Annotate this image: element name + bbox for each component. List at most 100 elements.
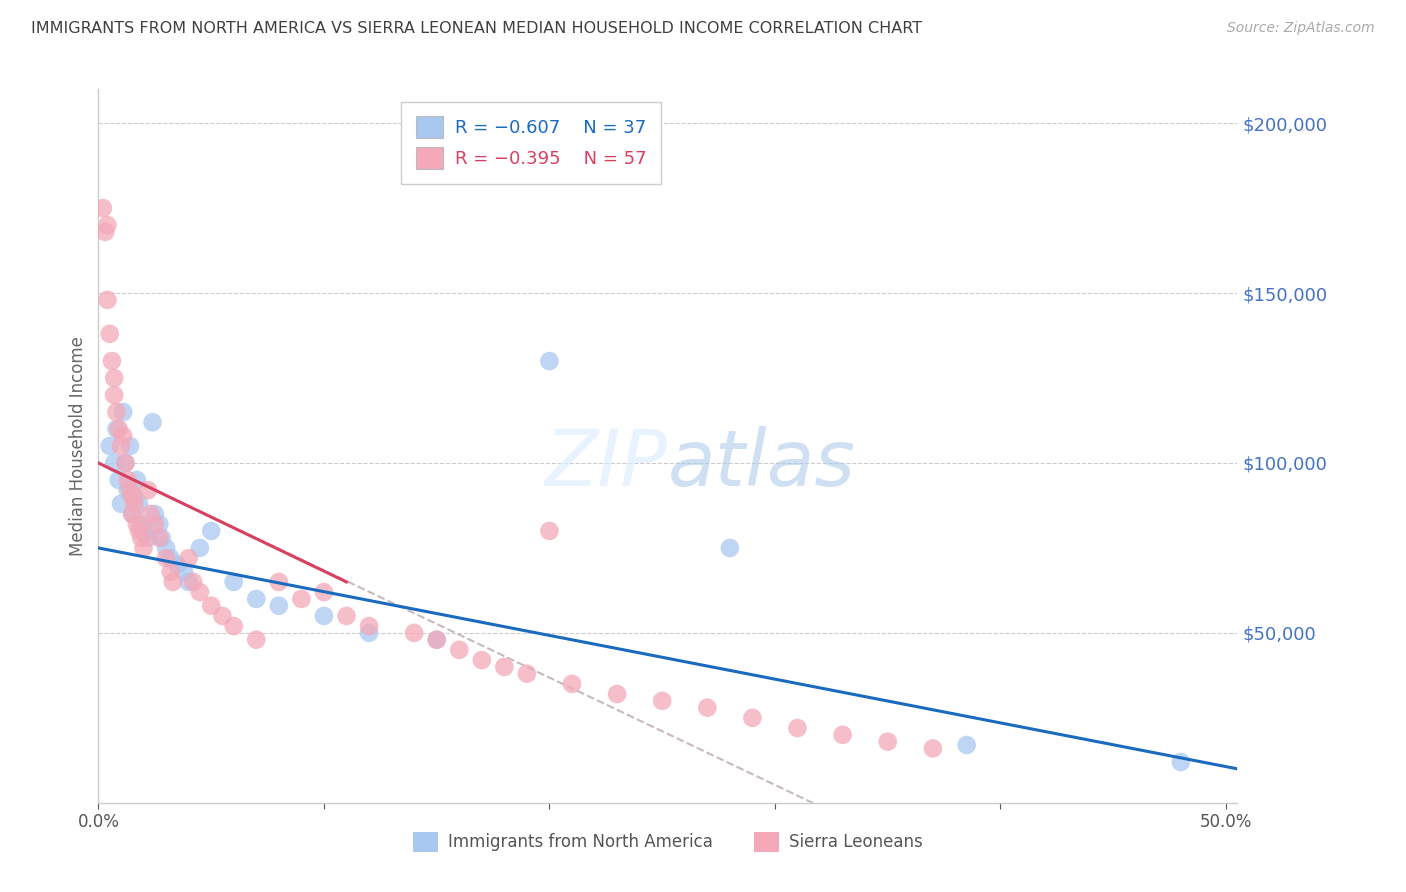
Point xyxy=(786,721,808,735)
Point xyxy=(121,490,143,504)
Point xyxy=(245,591,267,606)
Text: Source: ZipAtlas.com: Source: ZipAtlas.com xyxy=(1227,21,1375,36)
Point xyxy=(91,201,114,215)
Point xyxy=(128,497,150,511)
Point xyxy=(494,660,516,674)
Point xyxy=(96,293,118,307)
Point xyxy=(155,541,177,555)
Point xyxy=(290,591,312,606)
Y-axis label: Median Household Income: Median Household Income xyxy=(69,336,87,556)
Text: atlas: atlas xyxy=(668,425,856,502)
Point xyxy=(211,608,233,623)
Point xyxy=(121,507,143,521)
Point xyxy=(103,456,125,470)
Point xyxy=(107,473,129,487)
Point xyxy=(312,608,335,623)
Point xyxy=(96,218,118,232)
Point xyxy=(538,524,561,538)
Point xyxy=(129,531,152,545)
Point xyxy=(200,524,222,538)
Point xyxy=(112,405,135,419)
Point xyxy=(538,354,561,368)
Point xyxy=(177,574,200,589)
Point xyxy=(718,541,741,555)
Point xyxy=(128,524,150,538)
Point xyxy=(121,507,143,521)
Point xyxy=(173,565,195,579)
Point xyxy=(125,517,148,532)
Point xyxy=(150,531,173,545)
Point xyxy=(114,456,136,470)
Point xyxy=(200,599,222,613)
Point xyxy=(404,626,426,640)
Point xyxy=(110,497,132,511)
Point xyxy=(148,517,170,532)
Point xyxy=(335,608,357,623)
Point xyxy=(162,574,184,589)
Point xyxy=(606,687,628,701)
Point xyxy=(561,677,583,691)
Point xyxy=(831,728,853,742)
Point xyxy=(132,524,155,538)
Point xyxy=(110,439,132,453)
Text: ZIP: ZIP xyxy=(546,425,668,502)
Point xyxy=(114,456,136,470)
Point xyxy=(125,473,148,487)
Point xyxy=(245,632,267,647)
Point xyxy=(159,565,181,579)
Point xyxy=(312,585,335,599)
Point xyxy=(222,619,245,633)
Point xyxy=(159,551,181,566)
Point xyxy=(188,585,211,599)
Point xyxy=(651,694,673,708)
Point xyxy=(177,551,200,566)
Point xyxy=(141,415,163,429)
Point xyxy=(222,574,245,589)
Point xyxy=(357,619,380,633)
Point xyxy=(107,422,129,436)
Point xyxy=(267,574,290,589)
Point xyxy=(267,599,290,613)
Point xyxy=(188,541,211,555)
Point xyxy=(516,666,538,681)
Point xyxy=(143,517,166,532)
Point xyxy=(136,483,159,498)
Legend: Immigrants from North America, Sierra Leoneans: Immigrants from North America, Sierra Le… xyxy=(406,825,929,859)
Point xyxy=(118,483,141,498)
Point xyxy=(98,326,121,341)
Point xyxy=(112,429,135,443)
Point xyxy=(155,551,177,566)
Point xyxy=(124,490,146,504)
Point xyxy=(124,497,146,511)
Point xyxy=(98,439,121,453)
Point xyxy=(426,632,449,647)
Point xyxy=(1170,755,1192,769)
Point xyxy=(357,626,380,640)
Point xyxy=(471,653,494,667)
Point xyxy=(118,439,141,453)
Point xyxy=(426,632,449,647)
Point xyxy=(117,483,139,498)
Point xyxy=(143,507,166,521)
Point xyxy=(103,388,125,402)
Point xyxy=(129,517,152,532)
Point xyxy=(876,734,898,748)
Point xyxy=(696,700,718,714)
Point xyxy=(741,711,763,725)
Point xyxy=(101,354,124,368)
Point xyxy=(136,531,159,545)
Point xyxy=(181,574,204,589)
Point xyxy=(148,531,170,545)
Point xyxy=(103,371,125,385)
Point xyxy=(449,643,471,657)
Point xyxy=(117,473,139,487)
Point xyxy=(921,741,943,756)
Point xyxy=(166,558,188,572)
Text: IMMIGRANTS FROM NORTH AMERICA VS SIERRA LEONEAN MEDIAN HOUSEHOLD INCOME CORRELAT: IMMIGRANTS FROM NORTH AMERICA VS SIERRA … xyxy=(31,21,922,37)
Point xyxy=(105,422,128,436)
Point xyxy=(139,507,162,521)
Point xyxy=(94,225,117,239)
Point xyxy=(105,405,128,419)
Point xyxy=(956,738,979,752)
Point xyxy=(132,541,155,555)
